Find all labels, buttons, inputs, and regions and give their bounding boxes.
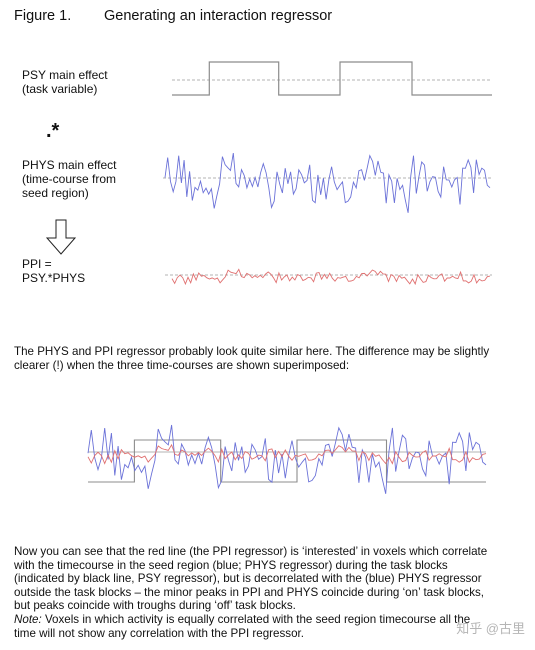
phys-panel (163, 153, 492, 213)
note-line2: time will not show any correlation with … (14, 626, 304, 640)
watermark: 知乎 @古里 (456, 621, 525, 636)
paragraph2-line: outside the task blocks – the minor peak… (14, 585, 485, 599)
paragraph1-line: clearer (!) when the three time-courses … (14, 358, 350, 372)
multiply-symbol: .* (46, 120, 60, 142)
paragraph2-line: (indicated by black line, PSY regressor)… (14, 572, 482, 586)
phys-label-line2: (time-course from (22, 172, 117, 186)
note-text: Voxels in which activity is equally corr… (41, 612, 471, 626)
psy-label: PSY main effect (task variable) (22, 68, 108, 96)
paragraph2-line: Now you can see that the red line (the P… (14, 545, 488, 558)
down-arrow-icon (45, 219, 77, 255)
ppi-panel (165, 268, 492, 286)
figure-caption: Generating an interaction regressor (104, 8, 333, 24)
paragraph-explanation: Now you can see that the red line (the P… (14, 545, 529, 640)
ppi-series-line (171, 268, 491, 286)
phys-series-line (164, 153, 491, 213)
figure-number: Figure 1. (14, 8, 72, 24)
note-line: Note: Voxels in which activity is equall… (14, 613, 529, 627)
psy-series-line (172, 61, 492, 96)
phys-label-line1: PHYS main effect (22, 158, 117, 172)
psy-label-line1: PSY main effect (22, 68, 108, 82)
note-label: Note: (14, 612, 42, 626)
phys-label-line3: seed region) (22, 186, 89, 200)
paragraph-superimposed: The PHYS and PPI regressor probably look… (14, 345, 529, 372)
phys-label: PHYS main effect (time-course from seed … (22, 158, 117, 200)
paragraph2-line: with the timecourse in the seed region (… (14, 558, 448, 572)
psy-label-line2: (task variable) (22, 82, 98, 96)
paragraph2-line: but peaks coincide with troughs during ‘… (14, 599, 296, 613)
psy-panel (172, 61, 492, 96)
ppi-label: PPI = PSY.*PHYS (22, 257, 85, 285)
overlay-psy-line (88, 439, 486, 483)
ppi-label-line1: PPI = (22, 257, 52, 271)
overlay-phys-line (87, 424, 487, 494)
figure-title: Figure 1. Generating an interaction regre… (14, 8, 332, 24)
overlay-panel (87, 424, 487, 494)
overlay-ppi-line (87, 443, 487, 465)
paragraph1-line: The PHYS and PPI regressor probably look… (14, 345, 490, 358)
ppi-label-line2: PSY.*PHYS (22, 271, 86, 285)
